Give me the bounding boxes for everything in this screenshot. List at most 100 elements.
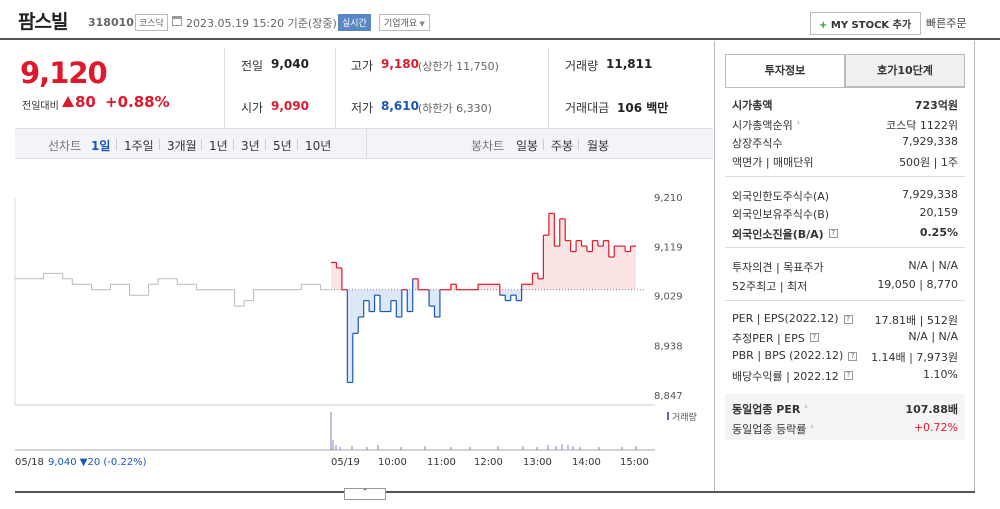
x-tick-label: 12:00 [474,457,503,468]
y-tick-label: 8,938 [654,341,683,352]
tab-1year[interactable]: 1년 [209,139,228,153]
info-row: 상장주식수 7,929,338 [732,135,958,153]
x-tick-label: 14:00 [572,457,601,468]
down-area [331,289,636,383]
company-info-dropdown[interactable]: 기업개요 ▼ [379,14,430,31]
info-row-value: 19,050 | 8,770 [877,278,958,291]
tab-weekly-candle[interactable]: 주봉 [551,139,574,153]
tab-1week[interactable]: 1주일 [124,139,154,153]
info-row-value: 1.14배 | 7,973원 [871,351,958,364]
add-mystock-button[interactable]: + MY STOCK 추가 [810,12,922,35]
y-tick-label: 9,119 [654,243,683,254]
x-tick-label: 15:00 [620,457,649,468]
stock-header: 팜스빌 318010 코스닥 2023.05.19 15:20 기준(장중) 실… [0,0,1000,40]
line-chart-label: 선차트 [48,139,82,153]
info-row[interactable]: 배당수익률 | 2022.12? 1.10% [732,368,958,386]
info-row: 외국인보유주식수(B) 20,159 [732,206,958,224]
low-value: 8,610 [381,99,419,113]
info-row-label: 상장주식수 [732,137,783,150]
divider [15,491,975,493]
info-row: 외국인한도주식수(A) 7,929,338 [732,188,958,206]
info-row-value: N/A | N/A [908,330,958,343]
info-row[interactable]: PER | EPS(2022.12)? 17.81배 | 512원 [732,312,958,330]
change-label: 전일대비 [22,101,59,112]
plus-icon: + [819,20,828,31]
info-row[interactable]: 동일업종 PER › 107.88배 [732,401,958,419]
volume-value: 11,811 [606,57,653,71]
divider [201,139,202,150]
sector-summary-box [725,394,965,440]
tab-investment-info[interactable]: 투자정보 [725,54,845,87]
tab-5year[interactable]: 5년 [273,139,292,153]
add-mystock-label: MY STOCK 추가 [830,20,912,31]
info-row-label: 배당수익률 | 2022.12 [732,370,839,383]
tab-3year[interactable]: 3년 [241,139,260,153]
divider [366,129,367,159]
collapse-button[interactable]: ⌃ [344,488,386,500]
today-line [331,212,636,384]
y-tick-label: 9,029 [654,292,683,303]
divider [335,48,336,128]
help-icon[interactable]: ? [843,315,853,324]
candle-chart-label: 봉차트 [471,139,505,153]
open-label: 시가 [241,101,264,115]
divider [725,300,965,301]
info-row-value: 20,159 [919,206,959,219]
info-row-label: 외국인소진율(B/A) [732,228,824,241]
tab-10year[interactable]: 10년 [305,139,332,153]
info-row: 액면가 | 매매단위 500원 | 1주 [732,154,958,172]
info-row-label: 액면가 | 매매단위 [732,156,814,169]
y-axis: 9,210 9,119 9,029 8,938 8,847 [654,193,683,402]
tab-order-book[interactable]: 호가10단계 [845,54,965,87]
chevron-right-icon: › [804,402,808,411]
help-icon[interactable]: ? [848,352,858,361]
volume-bars [330,412,637,450]
chevron-up-icon: ⌃ [361,488,369,498]
info-row-label: PER | EPS(2022.12) [732,312,839,325]
volume-legend-icon [667,412,669,420]
info-row-value: 107.88배 [905,403,958,416]
tab-monthly-candle[interactable]: 월봉 [587,139,610,153]
tab-daily-candle[interactable]: 일봉 [516,139,539,153]
divider [265,139,266,150]
y-tick-label: 9,210 [654,193,683,204]
volume-label: 거래량 [565,59,599,73]
trade-amount-label: 거래대금 [565,101,610,115]
x-tick-label: 05/19 [331,457,360,468]
market-badge: 코스닥 [135,14,168,31]
chevron-down-icon: ▼ [417,20,425,28]
info-row-label: 동일업종 PER [732,403,801,416]
tab-1day[interactable]: 1일 [91,139,111,153]
investment-info-panel: 투자정보 호가10단계 시가총액 723억원 시가총액순위 › 코스닥 1122위 상장주… [714,41,975,491]
info-row-value: 500원 | 1주 [899,156,958,169]
divider [233,139,234,150]
tab-3month[interactable]: 3개월 [167,139,197,153]
chart-tabs: 선차트 1일 1주일 3개월 1년 3년 5년 10년 봉차트 일봉 주봉 월봉 [15,128,713,159]
x-tick-label: 05/18 [15,457,44,468]
divider [725,87,965,88]
realtime-button[interactable]: 실시간 [338,14,371,31]
intraday-chart[interactable]: 9,210 9,119 9,029 8,938 8,847 05/18 05/19 10:0… [0,160,714,490]
quick-order-button[interactable]: 빠른주문 [926,17,967,30]
info-row[interactable]: 시가총액순위 › 코스닥 1122위 [732,117,958,135]
quote-time: 2023.05.19 15:20 기준(장중) [186,17,337,30]
prev-close-value: 9,040 [271,57,309,71]
info-row[interactable]: 외국인소진율(B/A)? 0.25% [732,226,958,244]
help-icon[interactable]: ? [843,371,853,380]
help-icon[interactable]: ? [809,333,819,342]
info-row[interactable]: 동일업종 등락률 › +0.72% [732,421,958,439]
y-tick-label: 8,847 [654,391,683,402]
divider [725,176,965,177]
info-row[interactable]: 추정PER | EPS? N/A | N/A [732,330,958,348]
company-info-label: 기업개요 [384,19,418,29]
prev-close-label: 전일 [241,59,264,73]
help-icon[interactable]: ? [828,229,838,238]
info-row-label: PBR | BPS (2022.12) [732,349,844,362]
info-row[interactable]: PBR | BPS (2022.12)? 1.14배 | 7,973원 [732,349,958,367]
prev-day-note: 9,040 ▼20 (-0.22%) [48,457,147,468]
info-row-value: 7,929,338 [902,188,958,201]
upper-limit: (상한가 11,750) [418,60,499,73]
lower-limit: (하한가 6,330) [418,102,492,115]
info-row-value: 0.25% [919,226,958,239]
info-row-label: 시가총액순위 [732,119,793,132]
